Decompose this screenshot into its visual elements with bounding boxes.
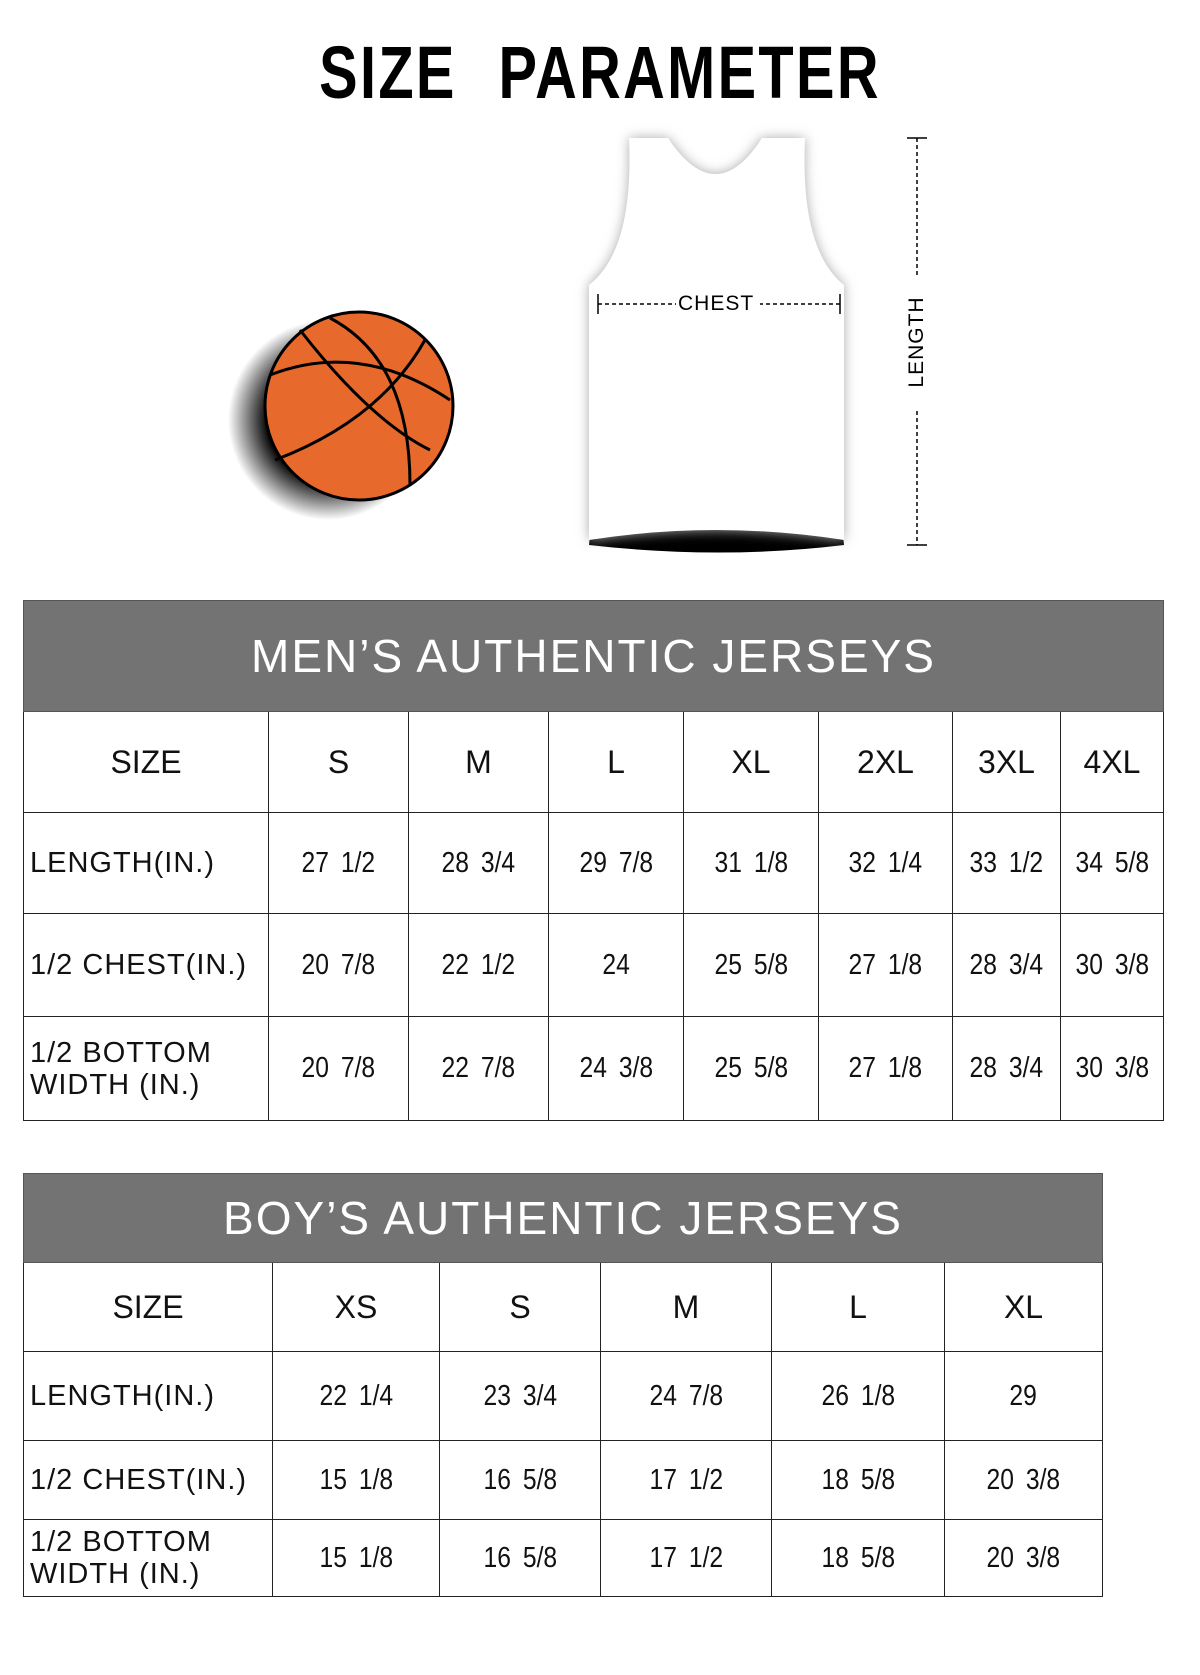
measurement-cell: 27 1/8 [848,1052,923,1084]
measurement-cell: 25 5/8 [714,1052,788,1084]
measurement-cell: 20 7/8 [301,1052,376,1084]
measurement-cell: 17 1/2 [649,1463,723,1496]
measurement-cell: 22 1/4 [319,1379,393,1412]
measurement-cell: 27 1/8 [848,948,923,981]
size-column-header: 2XL [857,743,914,780]
measurement-cell: 24 3/8 [579,1052,653,1084]
table-row: 1/2 BOTTOM WIDTH (IN.) 15 1/8 16 5/8 17 1/2… [23,1519,1104,1597]
row-label: 1/2 CHEST(IN.) [30,949,248,981]
measurement-cell: 24 7/8 [649,1379,723,1412]
size-header: SIZE [112,1288,184,1325]
measurement-cell: 25 5/8 [714,948,788,981]
mens-size-table: MEN’S AUTHENTIC JERSEYS SIZE S M L XL 2XL 3XL 4… [23,600,1164,1121]
size-column-header: 4XL [1083,743,1141,780]
measurement-cell: 20 7/8 [301,948,376,981]
measurement-cell: 22 1/2 [441,948,516,981]
measurement-cell: 17 1/2 [649,1541,723,1574]
measurement-cell: 30 3/8 [1075,1052,1149,1084]
measurement-cell: 20 3/8 [986,1541,1061,1574]
boys-table-title: BOY’S AUTHENTIC JERSEYS [22,1173,1104,1263]
size-row: SIZE XS S M L XL [23,1262,1104,1352]
measurement-cell: 31 1/8 [714,846,788,879]
measurement-cell: 16 5/8 [483,1463,557,1496]
measurement-cell: 22 7/8 [441,1052,516,1084]
row-label: 1/2 CHEST(IN.) [30,1464,248,1496]
measurement-cell: 24 [602,948,630,981]
boys-size-table: BOY’S AUTHENTIC JERSEYS SIZE XS S M L XL LENGT… [22,1173,1104,1597]
measurement-cell: 15 1/8 [319,1463,393,1496]
table-row: LENGTH(IN.) 27 1/2 28 3/4 29 7/8 31 1/8 32 1/… [23,812,1164,914]
measurement-cell: 29 [1009,1379,1038,1412]
measurement-cell: 28 3/4 [441,846,516,879]
size-column-header: 3XL [978,743,1035,780]
measurement-cell: 28 3/4 [969,1052,1044,1084]
measurement-cell: 15 1/8 [319,1541,393,1574]
mens-table-title: MEN’S AUTHENTIC JERSEYS [23,600,1164,712]
measurement-cell: 18 5/8 [821,1541,895,1574]
page-title: SIZE PARAMETER [319,31,881,114]
table-row: LENGTH(IN.) 22 1/4 23 3/4 24 7/8 26 1/8 29 [23,1351,1104,1441]
chest-label: CHEST [678,292,755,315]
size-column-header: XS [334,1288,378,1325]
size-column-header: L [849,1288,867,1325]
size-header: SIZE [110,743,182,780]
row-label: LENGTH(IN.) [30,1380,215,1412]
measurement-cell: 28 3/4 [969,948,1044,981]
row-label: LENGTH(IN.) [30,847,215,879]
table-row: 1/2 CHEST(IN.) 15 1/8 16 5/8 17 1/2 18 5/8 20… [23,1440,1104,1520]
measurement-cell: 23 3/4 [483,1379,557,1412]
size-column-header: S [509,1288,531,1325]
table-row: 1/2 CHEST(IN.) 20 7/8 22 1/2 24 25 5/8 27 1/8… [23,913,1164,1017]
measurement-cell: 26 1/8 [821,1379,895,1412]
measurement-cell: 20 3/8 [986,1463,1061,1496]
measurement-cell: 18 5/8 [821,1463,895,1496]
size-column-header: S [327,743,350,780]
measurement-cell: 29 7/8 [579,846,653,879]
measurement-cell: 32 1/4 [848,846,923,879]
row-label: 1/2 BOTTOM WIDTH (IN.) [30,1526,212,1590]
row-label: 1/2 BOTTOM WIDTH (IN.) [30,1036,212,1101]
measurement-cell: 30 3/8 [1075,948,1149,981]
size-column-header: XL [1003,1288,1044,1325]
measurement-cell: 27 1/2 [301,846,376,879]
length-indicator [905,137,930,546]
measurement-cell: 16 5/8 [483,1541,557,1574]
length-label: LENGTH [905,296,928,388]
measurement-cell: 33 1/2 [969,846,1044,879]
jersey-outline [589,138,844,553]
size-column-header: XL [731,743,771,780]
size-row: SIZE S M L XL 2XL 3XL 4XL [23,711,1164,813]
illustration [228,137,930,553]
table-row: 1/2 BOTTOM WIDTH (IN.) 20 7/8 22 7/8 24 3/8… [23,1016,1164,1121]
size-column-header: L [607,743,625,780]
measurement-cell: 34 5/8 [1075,846,1149,879]
size-column-header: M [672,1288,700,1325]
size-column-header: M [465,743,492,780]
basketball-icon [228,310,455,520]
